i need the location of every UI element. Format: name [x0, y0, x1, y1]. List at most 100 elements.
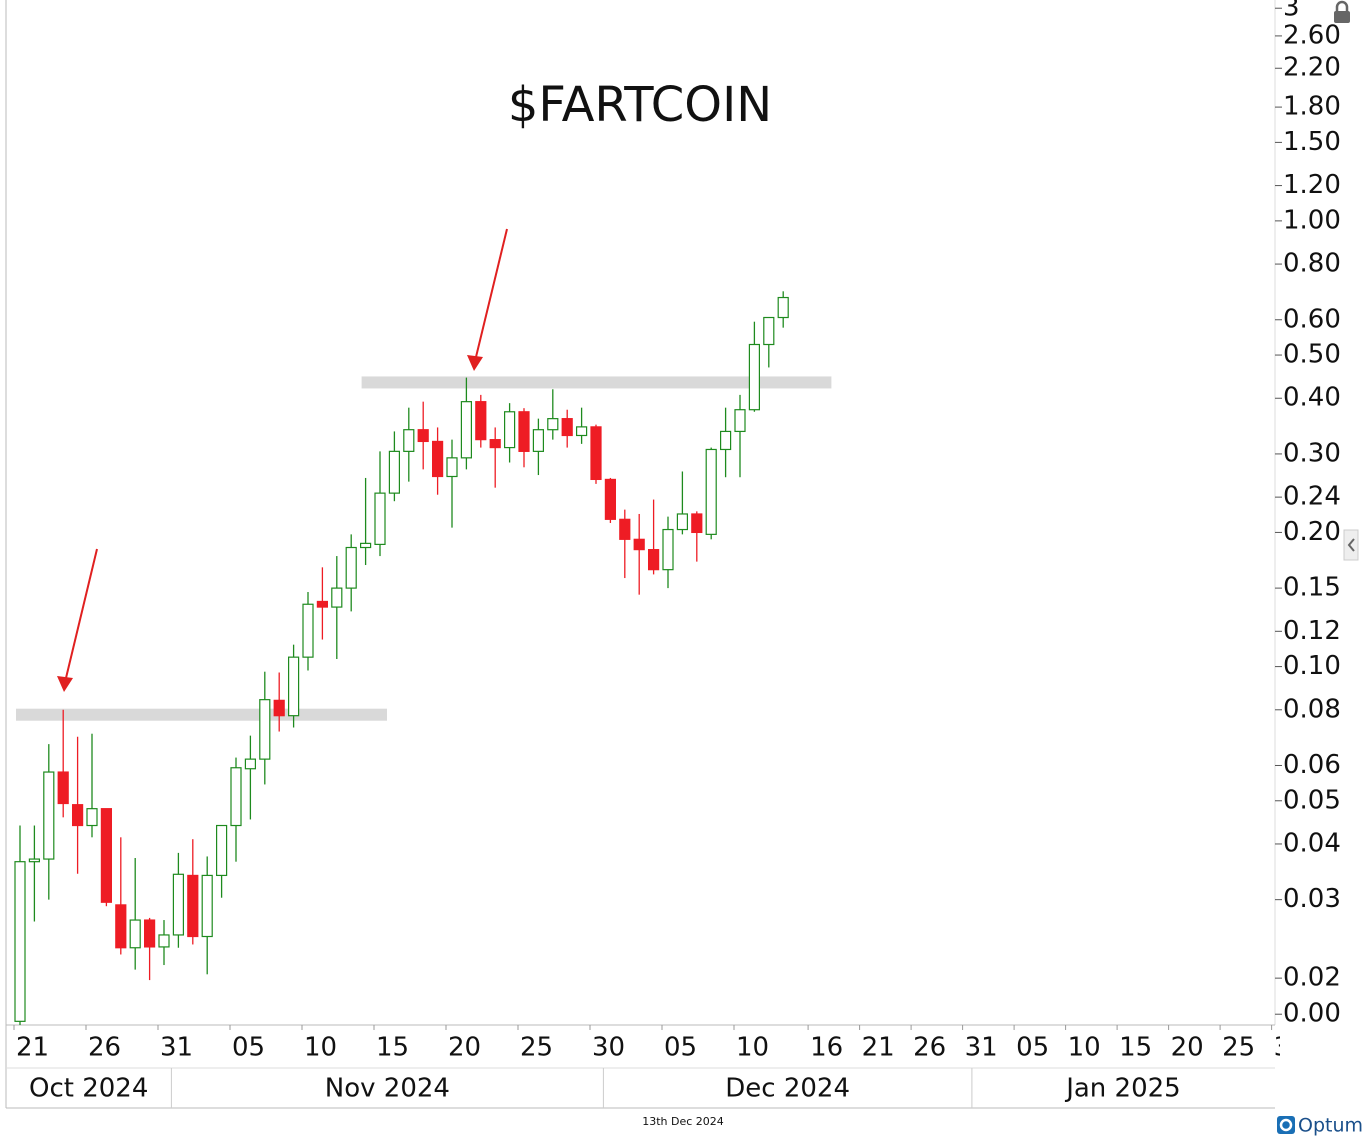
candle-body — [374, 492, 386, 545]
x-tick-label: 26 — [88, 1033, 121, 1063]
candle-body — [460, 401, 472, 459]
x-tick-label: 05 — [1016, 1033, 1049, 1063]
x-tick-label: 31 — [160, 1033, 193, 1063]
x-tick-label: 20 — [1171, 1033, 1204, 1063]
collapse-handle[interactable] — [1343, 529, 1359, 561]
candle-body — [705, 448, 717, 535]
y-tick-label: 0.12 — [1283, 616, 1341, 646]
x-tick-label: 20 — [448, 1033, 481, 1063]
candle-body — [604, 478, 617, 520]
candle-body — [676, 513, 689, 531]
x-tick-label: 10 — [736, 1033, 769, 1063]
x-tick-label: 05 — [664, 1033, 697, 1063]
y-tick-label: 1.80 — [1283, 92, 1341, 122]
y-tick-label: 0.06 — [1283, 750, 1341, 780]
lock-body — [1334, 11, 1350, 23]
x-tick-label: 31 — [965, 1033, 998, 1063]
candle-body — [144, 919, 156, 948]
x-tick-label: 15 — [376, 1033, 409, 1063]
lock-icon[interactable] — [1334, 0, 1350, 23]
y-tick-label: 0.03 — [1283, 884, 1341, 914]
handle-box — [1343, 529, 1359, 561]
y-tick-label: 0.08 — [1283, 694, 1341, 724]
candle-body — [590, 426, 602, 481]
candle-body — [244, 758, 256, 770]
candle-body — [748, 343, 761, 411]
x-tick-label: 25 — [1222, 1033, 1255, 1063]
x-tick-label: 26 — [913, 1033, 946, 1063]
candle-body — [28, 858, 40, 863]
x-tick-label: 21 — [862, 1033, 895, 1063]
candle-body — [259, 699, 271, 760]
logo-text: Optuma — [1298, 1115, 1364, 1137]
candle-body — [57, 771, 69, 805]
candle-body — [288, 656, 300, 717]
footer-date: 13th Dec 2024 — [642, 1115, 724, 1128]
candle-body — [100, 808, 113, 903]
candle-body — [489, 439, 501, 449]
resistance-band — [361, 376, 832, 389]
x-ticks: 21 26 31 05 10 15 20 25 30 05 10 16 21 26 31 05 10 15 20 25… — [13, 1025, 1307, 1063]
x-tick-label: 30 — [1274, 1033, 1307, 1063]
candle-body — [172, 873, 184, 936]
candle-body — [547, 418, 559, 431]
candle-body — [619, 518, 631, 540]
x-tick-label: 21 — [16, 1033, 49, 1063]
x-tick-label: 30 — [592, 1033, 625, 1063]
candle-body — [719, 430, 732, 451]
candle-body — [432, 440, 444, 478]
x-tick-label: 05 — [232, 1033, 265, 1063]
candle-body — [201, 874, 213, 938]
candle-body — [273, 699, 285, 717]
chart-title: $FARTCOIN — [508, 77, 772, 133]
candle-body — [345, 546, 357, 589]
x-tick-label: 10 — [304, 1033, 337, 1063]
candle-body — [417, 429, 429, 443]
candle-body — [403, 429, 415, 452]
month-label: Nov 2024 — [325, 1074, 450, 1104]
candle-body — [532, 429, 545, 452]
candle-body — [230, 767, 242, 827]
candle-body — [633, 538, 645, 551]
y-tick-label: 0.02 — [1283, 963, 1341, 993]
y-tick-label: 0.20 — [1283, 517, 1341, 547]
y-tick-label: 1.20 — [1283, 170, 1341, 200]
logo-mark — [1279, 1118, 1293, 1132]
candle-body — [734, 409, 746, 433]
y-tick-label: 2.60 — [1283, 20, 1341, 50]
candle-body — [86, 808, 98, 827]
y-tick-label: 0.10 — [1283, 651, 1341, 681]
candle-body — [691, 513, 703, 534]
month-label: Jan 2025 — [1064, 1074, 1181, 1104]
candle-body — [763, 316, 775, 346]
x-tick-label: 15 — [1119, 1033, 1152, 1063]
candle-body — [216, 824, 228, 877]
y-tick-label: 0.15 — [1283, 573, 1341, 603]
y-tick-label: 1.00 — [1283, 205, 1341, 235]
y-tick-label: 0.24 — [1283, 482, 1341, 512]
candle-body — [561, 418, 573, 437]
y-tick-label: 0.30 — [1283, 438, 1341, 468]
candle-body — [777, 296, 789, 319]
candle-body — [302, 603, 314, 658]
candle-body — [575, 426, 588, 437]
arrow-head — [57, 676, 73, 692]
candle-body — [187, 874, 199, 938]
resistance-band — [16, 708, 387, 721]
x-tick-label: 10 — [1068, 1033, 1101, 1063]
y-tick-label: 0.00 — [1283, 999, 1341, 1029]
y-tick-label: 0.05 — [1283, 785, 1341, 815]
candle-body — [115, 904, 127, 949]
y-tick-label: 0.50 — [1283, 340, 1341, 370]
lock-shackle — [1335, 0, 1349, 11]
candle-body — [662, 528, 674, 571]
y-tick-label: 0.80 — [1283, 249, 1341, 279]
annotation-arrows — [57, 228, 508, 692]
candle-body — [518, 411, 530, 452]
candle-body — [647, 549, 660, 571]
candle-body — [504, 411, 516, 449]
arrow-head — [467, 355, 483, 371]
arrow — [475, 228, 508, 358]
handle-arrow — [1347, 538, 1355, 552]
